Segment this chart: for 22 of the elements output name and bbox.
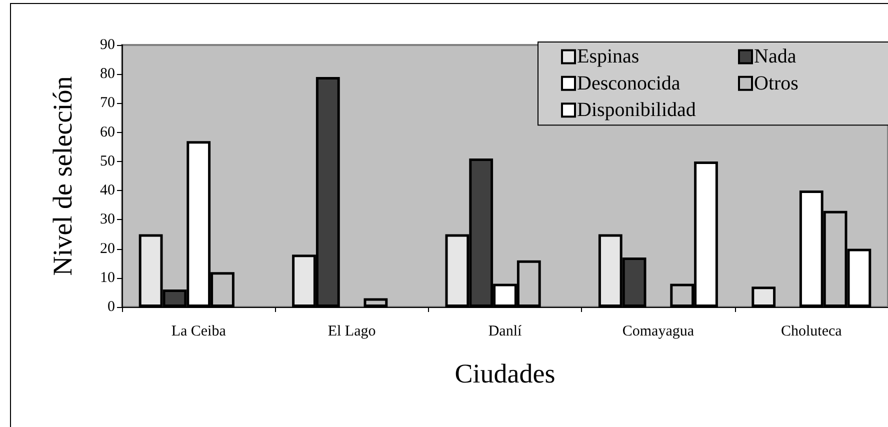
y-tick-label: 50 — [100, 153, 115, 170]
y-tick-label: 80 — [100, 66, 115, 82]
y-tick-label: 40 — [100, 182, 115, 199]
x-axis-title: Ciudades — [454, 358, 556, 388]
y-tick-label: 0 — [108, 299, 115, 315]
y-tick-label: 70 — [100, 95, 115, 112]
legend-label: Nada — [754, 46, 796, 68]
x-tick-label: Comayagua — [622, 324, 694, 340]
y-axis-title: Nivel de selección — [48, 76, 78, 276]
y-tick-label: 20 — [100, 240, 115, 257]
legend-label: Desconocida — [577, 72, 680, 94]
legend-label: Disponibilidad — [577, 99, 696, 122]
y-tick-label: 10 — [100, 270, 115, 286]
y-tick-label: 60 — [100, 124, 115, 140]
x-tick-label: Danlí — [488, 324, 522, 340]
y-tick-label: 30 — [100, 212, 115, 228]
x-tick-label: La Ceiba — [171, 324, 226, 340]
legend-label: Espinas — [577, 46, 640, 68]
legend-label: Otros — [754, 72, 799, 94]
y-tick-label: 90 — [100, 37, 115, 53]
x-tick-label: Choluteca — [780, 324, 842, 340]
x-tick-label: El Lago — [328, 324, 376, 340]
